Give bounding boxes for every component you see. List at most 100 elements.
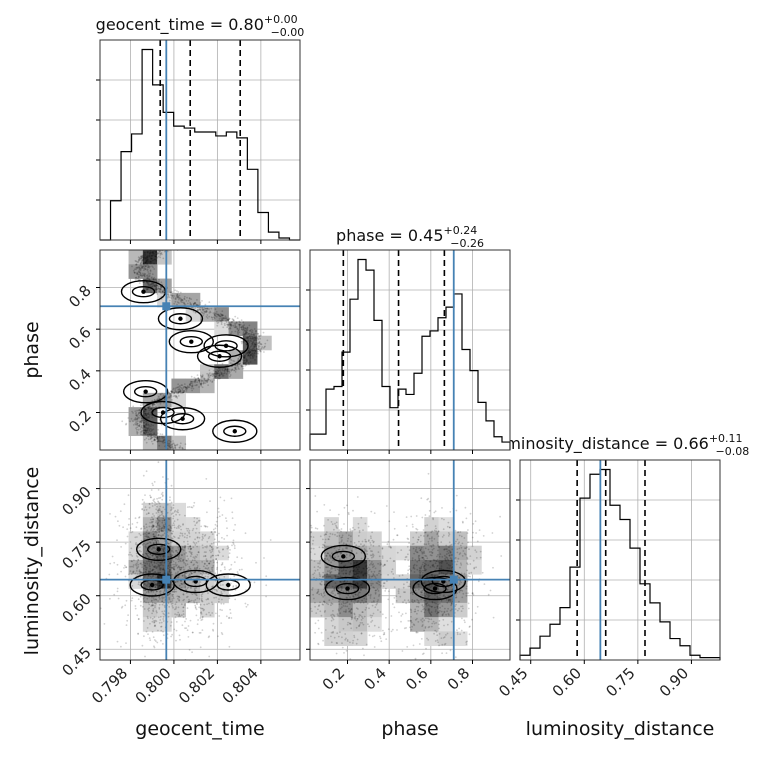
sample-point xyxy=(382,585,385,588)
sample-point xyxy=(178,388,181,390)
sample-point xyxy=(310,547,313,550)
sample-point xyxy=(179,445,182,447)
sample-point xyxy=(155,550,157,553)
sample-point xyxy=(141,272,144,275)
density-bin xyxy=(424,617,439,632)
density-bin xyxy=(128,250,144,265)
density-bin xyxy=(367,545,382,561)
sample-point xyxy=(343,581,345,583)
sample-point xyxy=(187,300,190,302)
sample-point xyxy=(416,560,419,563)
sample-point xyxy=(160,625,162,628)
sample-point xyxy=(97,569,99,571)
sample-point xyxy=(141,259,144,261)
sample-point xyxy=(148,405,151,408)
sample-point xyxy=(155,253,158,256)
sample-point xyxy=(146,542,149,545)
sample-point xyxy=(447,532,450,534)
sample-point xyxy=(223,369,226,372)
sample-point xyxy=(339,552,342,555)
contour-line xyxy=(212,419,258,443)
sample-point xyxy=(145,414,147,416)
sample-point xyxy=(464,621,466,624)
sample-point xyxy=(230,369,233,372)
sample-point xyxy=(138,549,141,552)
sample-point xyxy=(182,566,185,569)
sample-point xyxy=(186,385,189,387)
sample-point xyxy=(137,266,140,269)
sample-point xyxy=(200,381,203,383)
sample-point xyxy=(148,525,151,528)
sample-point xyxy=(137,633,140,635)
sample-point xyxy=(225,520,228,522)
density-bin xyxy=(171,602,187,618)
sample-point xyxy=(211,568,214,571)
sample-point xyxy=(244,327,247,329)
sample-point xyxy=(175,557,177,560)
sample-point xyxy=(184,620,186,623)
sample-point xyxy=(171,295,174,297)
sample-point xyxy=(437,588,440,590)
sample-point xyxy=(150,600,153,603)
sample-point xyxy=(169,569,171,571)
sample-point xyxy=(255,336,257,339)
sample-point xyxy=(432,547,435,550)
sample-point xyxy=(443,518,445,521)
sample-point xyxy=(472,531,474,534)
sample-point xyxy=(168,586,171,589)
sample-point xyxy=(174,446,177,448)
sample-point xyxy=(438,611,440,614)
sample-point xyxy=(363,654,365,657)
sample-point xyxy=(141,433,144,436)
sample-point xyxy=(160,561,163,564)
sample-point xyxy=(151,617,154,620)
sample-point xyxy=(312,593,314,596)
sample-point xyxy=(142,554,144,556)
sample-point xyxy=(155,584,158,586)
sample-point xyxy=(147,536,150,539)
sample-point xyxy=(172,442,175,445)
sample-point xyxy=(192,387,195,390)
sample-point xyxy=(200,382,203,385)
sample-point xyxy=(207,636,210,639)
sample-point xyxy=(218,577,221,580)
sample-point xyxy=(169,394,172,397)
truth-marker xyxy=(162,575,171,584)
sample-point xyxy=(143,429,146,432)
sample-point xyxy=(120,645,122,648)
sample-point xyxy=(358,570,361,573)
sample-point xyxy=(417,538,420,541)
density-panel-phase-vs-luminosity_distance: 0.2 0.4 0.6 0.8 xyxy=(306,459,511,694)
sample-point xyxy=(251,343,254,346)
density-bin xyxy=(142,560,158,575)
sample-point xyxy=(352,595,354,597)
sample-point xyxy=(337,592,339,594)
sample-point xyxy=(241,324,244,327)
sample-point xyxy=(140,433,142,436)
sample-point xyxy=(205,478,208,480)
sample-point xyxy=(176,613,178,616)
sample-point xyxy=(201,561,204,563)
sample-point xyxy=(146,535,148,537)
sample-point xyxy=(221,514,224,516)
sample-point xyxy=(333,575,336,577)
sample-point xyxy=(137,275,140,278)
sample-point xyxy=(158,581,161,584)
sample-point xyxy=(139,257,142,260)
sample-point xyxy=(353,602,356,605)
sample-point xyxy=(149,561,152,563)
sample-point xyxy=(360,557,363,560)
sample-point xyxy=(370,616,373,619)
sample-point xyxy=(175,444,178,446)
sample-point xyxy=(123,503,126,506)
sample-point xyxy=(206,525,209,528)
sample-point xyxy=(337,572,340,575)
sample-point xyxy=(460,629,463,632)
density-bin xyxy=(324,531,339,547)
sample-point xyxy=(148,284,151,287)
sample-point xyxy=(316,569,319,571)
sample-point xyxy=(148,434,151,436)
sample-point xyxy=(162,643,164,645)
sample-point xyxy=(155,250,157,253)
sample-point xyxy=(204,567,207,570)
